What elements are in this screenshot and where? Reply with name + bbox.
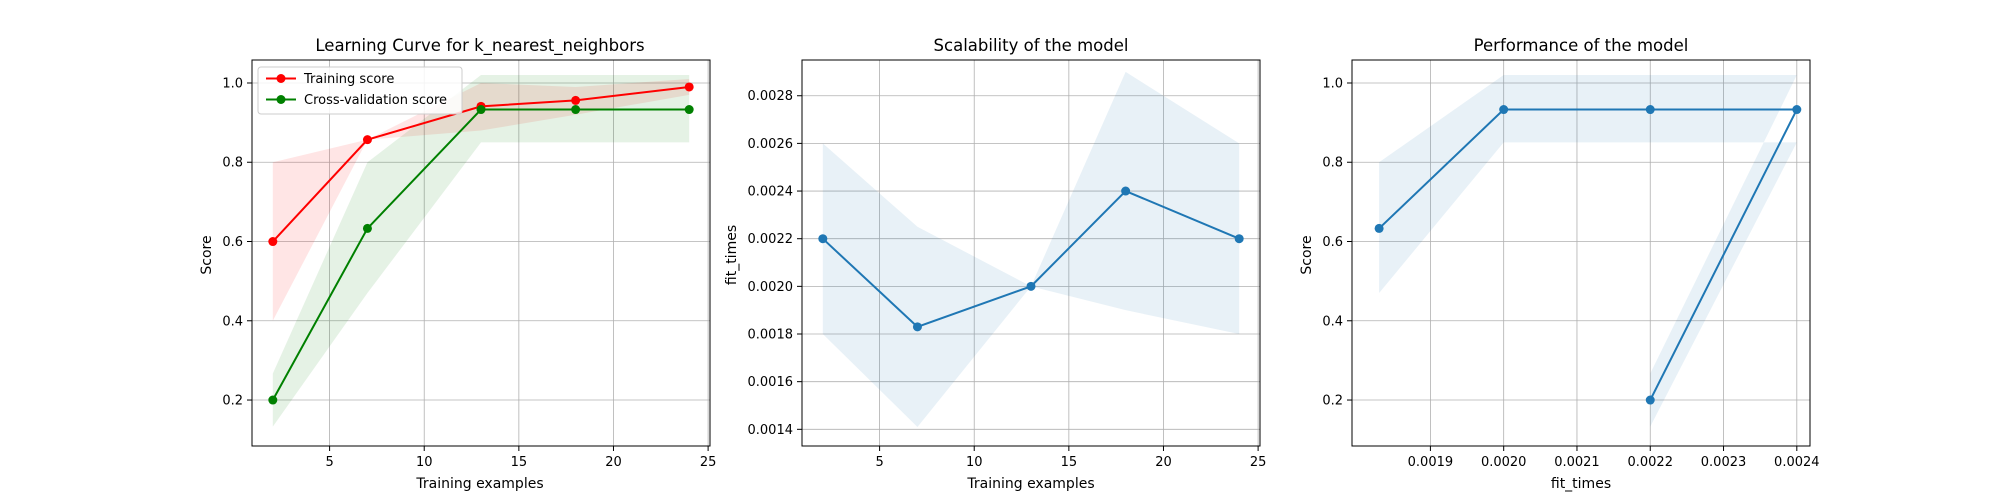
learning-curve-ytick-label-1: 0.4 (222, 314, 243, 329)
performance-title: Performance of the model (1474, 36, 1689, 55)
legend-cv-label: Cross-validation score (304, 93, 447, 108)
performance-xlabel: fit_times (1551, 476, 1611, 492)
scalability-ytick-label-2: 0.0018 (748, 328, 794, 343)
learning-curve-xtick-label-2: 15 (511, 455, 528, 470)
performance-series-0-point-4 (1645, 395, 1655, 405)
scalability-ytick-label-3: 0.0020 (748, 280, 794, 295)
scalability-ytick-label-7: 0.0028 (748, 89, 794, 104)
learning-curve-series-0-point-3 (571, 95, 581, 105)
scalability-ytick-label-1: 0.0016 (748, 375, 794, 390)
scalability-title: Scalability of the model (934, 36, 1129, 55)
performance-axes-frame (1351, 59, 1811, 447)
performance-xtick-label-2: 0.0021 (1554, 455, 1600, 470)
learning-curve-series-1-point-1 (362, 223, 372, 233)
legend-training-marker (276, 74, 286, 83)
scalability-ytick-label-5: 0.0024 (748, 185, 794, 200)
learning-curve-axes-frame (251, 59, 711, 447)
performance-xtick-label-1: 0.0020 (1481, 455, 1527, 470)
learning-curve-ytick-label-4: 1.0 (222, 76, 243, 91)
performance-ytick-label-1: 0.4 (1322, 314, 1343, 329)
performance-series-0-point-2 (1645, 105, 1655, 115)
performance-panel: 0.0019 0.0020 0.0021 0.0022 0.0023 0.0024 0.2 0… (1299, 36, 1820, 492)
performance-xtick-label-0: 0.0019 (1408, 455, 1454, 470)
learning-curve-ytick-label-3: 0.8 (222, 156, 243, 171)
scalability-ytick-label-4: 0.0022 (748, 232, 794, 247)
scalability-series-0-point-2 (1026, 281, 1036, 291)
performance-series-0-point-0 (1374, 223, 1384, 233)
learning-curve-series-0-point-1 (362, 135, 372, 145)
performance-plot-area: 0.0019 0.0020 0.0021 0.0022 0.0023 0.0024 0.2 0… (1322, 59, 1820, 470)
performance-ytick-label-3: 0.8 (1322, 156, 1343, 171)
learning-curve-ytick-label-0: 0.2 (222, 394, 243, 409)
performance-xtick-label-3: 0.0022 (1627, 455, 1673, 470)
scalability-series-0-point-4 (1234, 234, 1244, 244)
scalability-xtick-label-2: 15 (1061, 455, 1078, 470)
performance-ylabel: Score (1299, 235, 1315, 274)
scalability-band-0 (822, 71, 1240, 427)
learning-curve-series-0-point-4 (684, 82, 694, 92)
scalability-ylabel: fit_times (724, 225, 740, 285)
performance-ytick-label-0: 0.2 (1322, 394, 1343, 409)
performance-ytick-label-4: 1.0 (1322, 76, 1343, 91)
learning-curve-xtick-label-1: 10 (416, 455, 433, 470)
scalability-series-0-point-3 (1121, 186, 1131, 196)
learning-curve-series-1-point-3 (571, 105, 581, 115)
legend-frame (257, 66, 463, 115)
scalability-xlabel: Training examples (966, 476, 1094, 492)
scalability-plot-area: 5 10 15 20 25 0.0014 0.0016 0.0018 0.0020 0.0022 0… (748, 59, 1267, 470)
learning-curve-xtick-label-3: 20 (605, 455, 622, 470)
performance-xtick-label-4: 0.0023 (1701, 455, 1747, 470)
learning-curve-series-1-point-0 (268, 395, 278, 405)
learning-curve-band-1 (272, 75, 690, 427)
learning-curve-title: Learning Curve for k_nearest_neighbors (315, 36, 644, 56)
learning-curve-legend: Training score Cross-validation score (257, 66, 463, 115)
performance-series-0-point-1 (1499, 105, 1509, 115)
legend-training-label: Training score (303, 72, 394, 87)
scalability-series-0-point-1 (912, 322, 922, 332)
learning-curve-series-0-point-0 (268, 237, 278, 247)
scalability-ytick-label-0: 0.0014 (748, 423, 794, 438)
learning-curve-plot-area: 5 10 15 20 25 0.2 0.4 0.6 0.8 1.0 (222, 59, 717, 470)
learning-curve-xtick-label-4: 25 (700, 455, 717, 470)
performance-xtick-label-5: 0.0024 (1774, 455, 1820, 470)
performance-series-0-point-3 (1792, 105, 1802, 115)
scalability-xtick-label-1: 10 (966, 455, 983, 470)
performance-band-0 (1379, 75, 1797, 427)
scalability-ytick-label-6: 0.0026 (748, 137, 794, 152)
scalability-series-0-point-0 (818, 234, 828, 244)
legend-cv-marker (276, 95, 286, 104)
learning-curve-panel: 5 10 15 20 25 0.2 0.4 0.6 0.8 1.0 Learning Curve … (199, 36, 716, 492)
learning-curve-xlabel: Training examples (415, 476, 543, 492)
learning-curve-band-0 (272, 79, 690, 321)
scalability-panel: 5 10 15 20 25 0.0014 0.0016 0.0018 0.0020 0.0022 0… (724, 36, 1266, 492)
scalability-axes-frame (801, 59, 1261, 447)
learning-curve-ylabel: Score (199, 235, 215, 274)
learning-curve-series-1-point-4 (684, 105, 694, 115)
scalability-xtick-label-0: 5 (875, 455, 883, 470)
scalability-xtick-label-3: 20 (1155, 455, 1172, 470)
scalability-xtick-label-4: 25 (1250, 455, 1267, 470)
learning-curve-xtick-label-0: 5 (325, 455, 333, 470)
learning-curve-ytick-label-2: 0.6 (222, 235, 243, 250)
performance-ytick-label-2: 0.6 (1322, 235, 1343, 250)
learning-curve-series-1-point-2 (476, 105, 486, 115)
